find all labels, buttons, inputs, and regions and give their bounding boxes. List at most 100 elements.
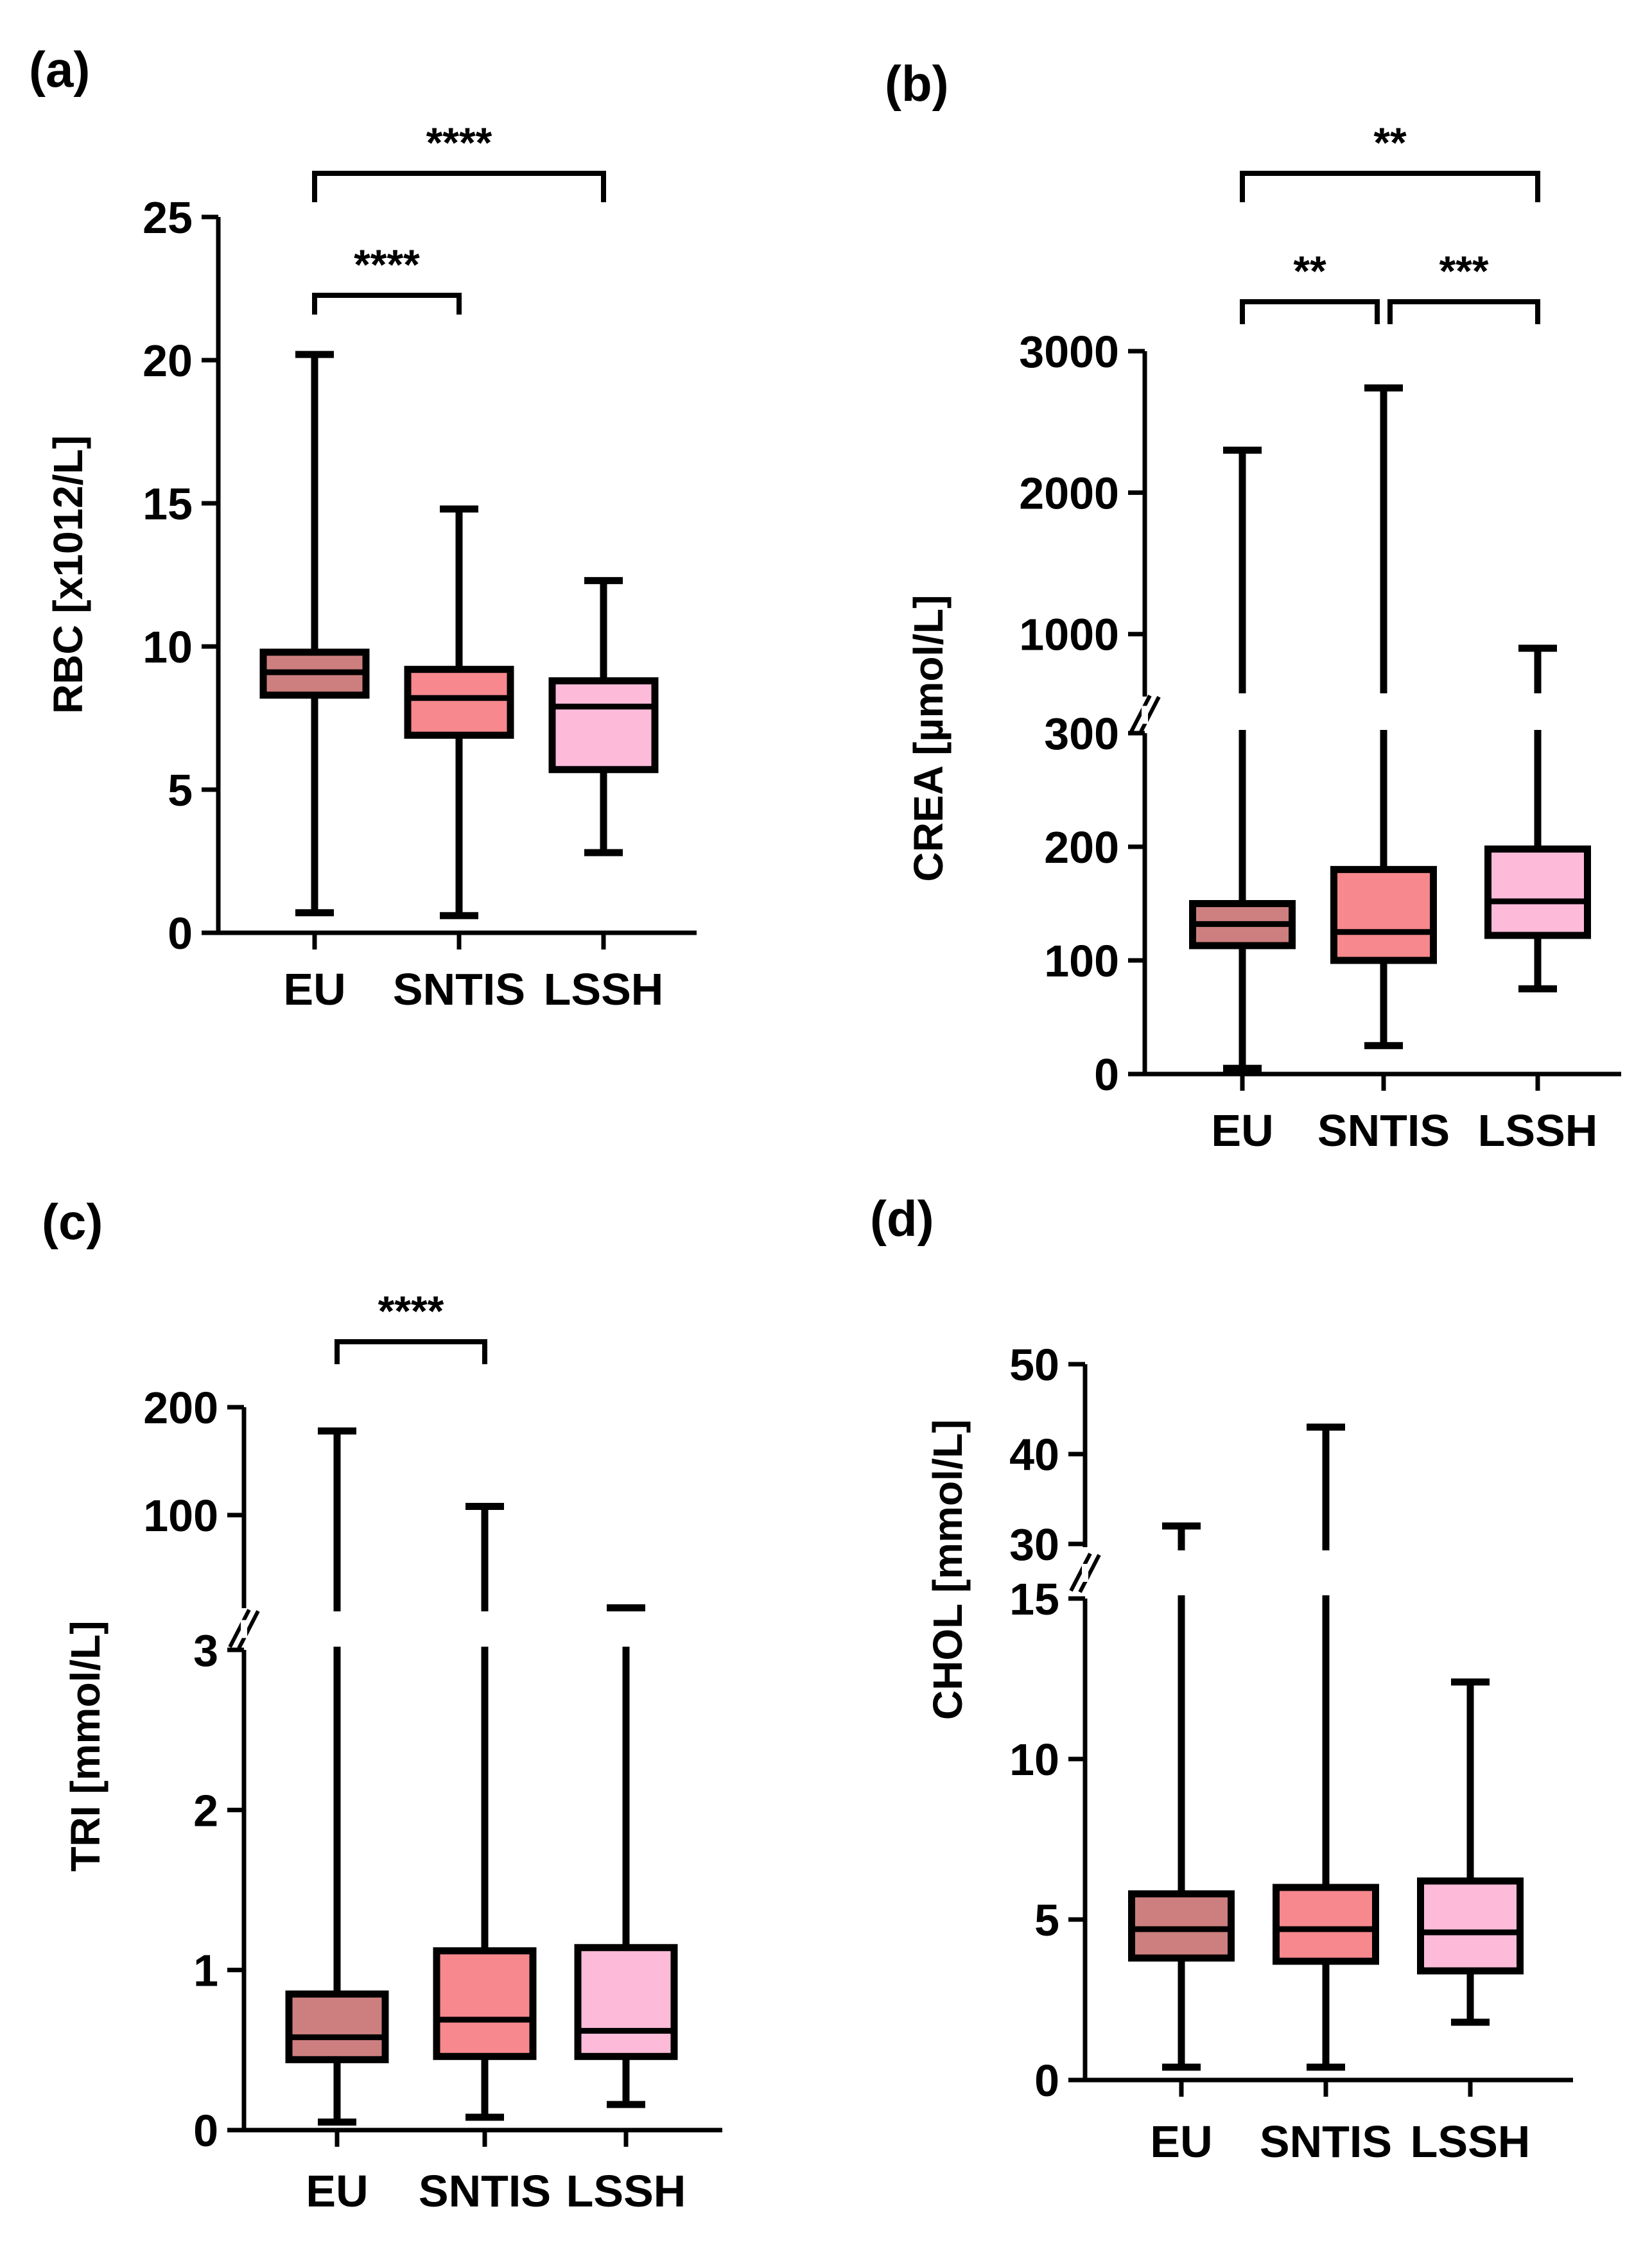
significance-bracket: **: [1240, 119, 1540, 202]
bracket-line: [1387, 299, 1540, 324]
x-tick-label-lssh: LSSH: [566, 2166, 686, 2216]
y-tick-label: 40: [1009, 1430, 1059, 1480]
iqr-box: [404, 666, 514, 739]
significance-bracket: ***: [1387, 247, 1540, 324]
y-tick-label: 3000: [1019, 327, 1119, 377]
iqr-box: [548, 677, 659, 774]
y-tick-label: 15: [143, 479, 193, 529]
box-lssh: [574, 1604, 678, 2108]
box-eu: [285, 1427, 389, 2126]
x-tick-label-eu: EU: [306, 2166, 368, 2216]
x-tick-label-sntis: SNTIS: [1317, 1105, 1450, 1156]
axis-break-gap: [1142, 706, 1148, 724]
x-tick-label-sntis: SNTIS: [1260, 2117, 1392, 2167]
y-tick-label: 0: [168, 908, 193, 958]
axis-break-mark: [1138, 696, 1161, 735]
y-tick-label: 0: [193, 2106, 218, 2156]
y-tick-label: 25: [143, 193, 193, 243]
y-tick-label: 300: [1044, 709, 1119, 759]
y-tick-label: 1000: [1019, 610, 1119, 660]
bracket-line: [312, 293, 462, 315]
y-tick-label: 50: [1009, 1340, 1059, 1390]
y-tick-label: 0: [1094, 1050, 1119, 1100]
y-axis-label: CREA [µmol/L]: [905, 595, 952, 882]
significance-label: ****: [426, 119, 492, 166]
y-tick-label: 20: [143, 336, 193, 386]
iqr-box: [1128, 1890, 1235, 1962]
iqr-box: [1330, 865, 1437, 964]
y-tick-label: 10: [1009, 1735, 1059, 1785]
x-tick-label-sntis: SNTIS: [419, 2166, 551, 2216]
significance-label: ****: [354, 241, 420, 288]
x-tick-label-eu: EU: [283, 964, 345, 1014]
iqr-box: [574, 1944, 678, 2060]
axis-break-mark: [237, 1610, 260, 1649]
significance-label: **: [1293, 247, 1326, 295]
y-tick-label: 10: [143, 622, 193, 672]
y-axis-label: TRI [mmol/L]: [62, 1620, 109, 1871]
y-tick-label: 3: [193, 1625, 218, 1676]
box-sntis: [404, 505, 514, 919]
significance-label: **: [1373, 119, 1407, 166]
y-tick-label: 15: [1009, 1574, 1059, 1624]
box-sntis: [1330, 384, 1437, 1050]
y-tick-label: 5: [168, 765, 193, 815]
bracket-line: [1240, 299, 1380, 324]
axis-break-mark: [228, 1609, 251, 1648]
box-sntis: [433, 1503, 537, 2121]
y-tick-label: 0: [1034, 2056, 1059, 2106]
axis-break-mark: [1078, 1554, 1101, 1593]
box-eu: [1128, 1522, 1235, 2071]
y-tick-label: 2000: [1019, 468, 1119, 518]
bracket-line: [312, 171, 606, 202]
bracket-line: [335, 1339, 487, 1364]
box-lssh: [1417, 1678, 1524, 2026]
panel-c: (c) 0 1 2 3 100 200 TRI [mmol/L] EU SNTIS LSSH ****: [42, 1193, 722, 2216]
x-tick-label-lssh: LSSH: [544, 964, 664, 1014]
y-tick-label: 100: [143, 1491, 218, 1541]
y-tick-label: 200: [143, 1383, 218, 1433]
y-tick-label: 100: [1044, 936, 1119, 986]
y-axis-label: CHOL [mmol/L]: [925, 1419, 971, 1720]
significance-bracket: **: [1240, 247, 1380, 324]
panel-b: (b) 0 100 200 300 1000 2000 3000 CREA [µmol/L] EU…: [885, 55, 1621, 1156]
y-tick-label: 5: [1034, 1895, 1059, 1945]
iqr-box: [1273, 1884, 1379, 1965]
y-tick-label: 30: [1009, 1520, 1059, 1570]
bracket-line: [1240, 171, 1540, 202]
axis-break-mark: [1069, 1552, 1092, 1592]
panel-label: (b): [885, 55, 949, 112]
y-tick-label: 1: [193, 1946, 218, 1996]
significance-bracket: ****: [312, 119, 606, 202]
panel-label: (a): [29, 41, 90, 98]
x-tick-label-eu: EU: [1211, 1105, 1273, 1156]
panel-a: (a) 0 5 10 15 20 25 RBC [x1012/L] EU SNTIS LSSH ***…: [29, 41, 697, 1014]
axis-break-gap: [1082, 1564, 1088, 1582]
x-tick-label-eu: EU: [1150, 2117, 1212, 2167]
box-lssh: [548, 576, 659, 856]
panel-label: (c): [42, 1193, 103, 1250]
box-eu: [1189, 446, 1296, 1072]
iqr-box: [1484, 845, 1591, 939]
iqr-box: [285, 1990, 389, 2063]
axis-break-gap: [241, 1620, 247, 1638]
box-sntis: [1273, 1423, 1379, 2071]
y-axis-label: RBC [x1012/L]: [45, 435, 91, 714]
significance-label: ****: [378, 1287, 444, 1335]
significance-bracket: ****: [312, 241, 462, 315]
x-tick-label-lssh: LSSH: [1411, 2117, 1531, 2167]
significance-label: ***: [1439, 247, 1488, 295]
panel-label: (d): [870, 1190, 934, 1247]
iqr-box: [1417, 1877, 1524, 1975]
box-lssh: [1484, 645, 1591, 992]
x-tick-label-sntis: SNTIS: [393, 964, 525, 1014]
iqr-box: [433, 1947, 537, 2060]
x-tick-label-lssh: LSSH: [1478, 1105, 1598, 1156]
y-tick-label: 200: [1044, 822, 1119, 872]
box-eu: [259, 351, 370, 917]
y-tick-label: 2: [193, 1785, 218, 1835]
axis-break-mark: [1129, 695, 1152, 734]
significance-bracket: ****: [335, 1287, 487, 1364]
